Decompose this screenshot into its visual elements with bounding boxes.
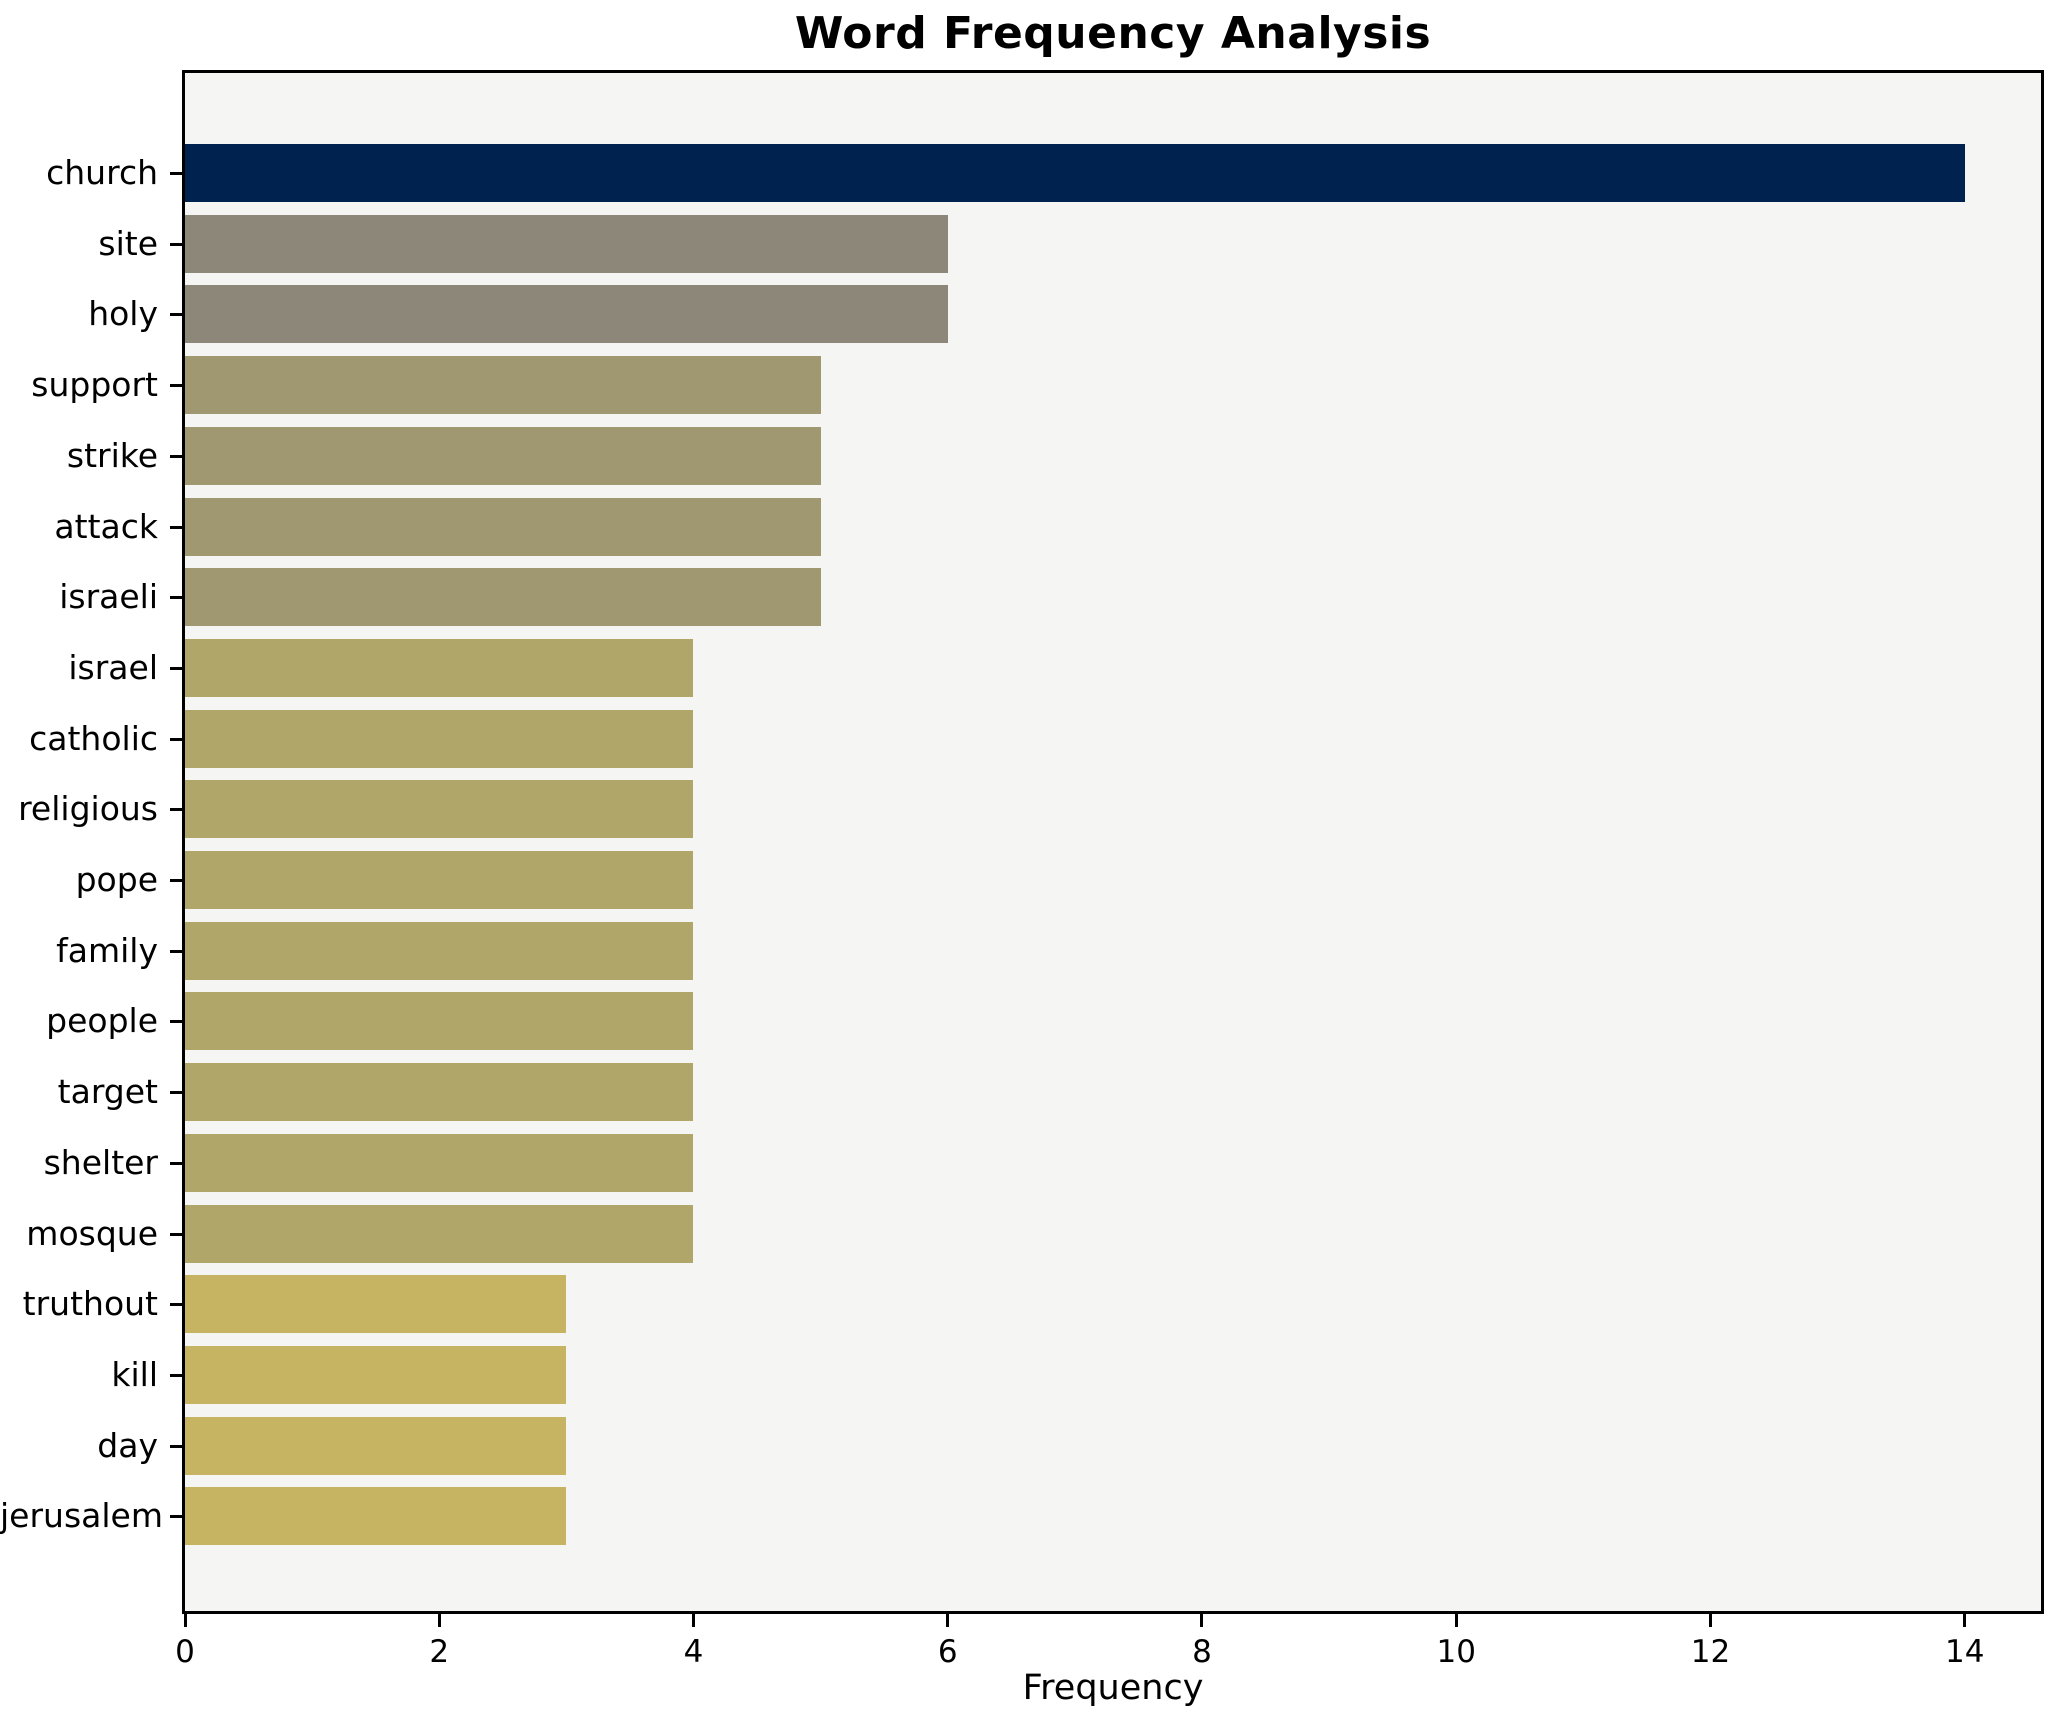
y-axis-tick xyxy=(170,1303,182,1307)
bar-family xyxy=(185,921,694,980)
bar-holy xyxy=(185,285,948,344)
y-axis-tick xyxy=(170,242,182,246)
y-tick-label-shelter: shelter xyxy=(43,1142,158,1182)
x-axis-tick xyxy=(946,1614,950,1627)
y-axis-tick xyxy=(170,879,182,882)
y-tick-label-israeli: israeli xyxy=(59,577,158,617)
bar-religious xyxy=(185,780,694,839)
x-tick-label-0: 0 xyxy=(175,1634,195,1670)
x-axis-tick xyxy=(691,1614,695,1627)
bar-people xyxy=(185,992,694,1051)
y-axis-tick xyxy=(170,313,182,317)
x-axis-label: Frequency xyxy=(1022,1668,1204,1708)
y-axis-tick xyxy=(170,1091,182,1095)
y-tick-label-attack: attack xyxy=(54,506,158,546)
bar-israel xyxy=(185,638,694,697)
bar-day xyxy=(185,1416,567,1475)
y-axis-tick xyxy=(170,384,182,388)
y-tick-label-strike: strike xyxy=(66,435,158,475)
x-tick-label-12: 12 xyxy=(1690,1634,1731,1670)
y-tick-label-catholic: catholic xyxy=(29,718,158,758)
x-axis-tick xyxy=(1454,1614,1458,1627)
bar-support xyxy=(185,356,821,415)
y-axis-tick xyxy=(170,1515,182,1519)
bar-strike xyxy=(185,426,821,485)
x-tick-label-4: 4 xyxy=(683,1634,704,1670)
x-axis-tick xyxy=(1708,1614,1712,1627)
y-axis-tick xyxy=(170,525,182,529)
x-axis-tick xyxy=(183,1614,187,1627)
y-axis-tick xyxy=(170,454,182,458)
x-axis-tick xyxy=(437,1614,441,1627)
y-tick-label-religious: religious xyxy=(18,789,158,829)
x-axis-tick xyxy=(1963,1614,1967,1627)
y-axis-tick xyxy=(170,1373,182,1377)
bar-israeli xyxy=(185,568,821,627)
bar-kill xyxy=(185,1345,567,1404)
bar-site xyxy=(185,214,948,273)
x-tick-label-10: 10 xyxy=(1436,1634,1476,1670)
y-tick-label-truthout: truthout xyxy=(22,1284,158,1324)
y-tick-label-kill: kill xyxy=(111,1354,158,1394)
y-axis-tick xyxy=(170,666,182,670)
x-tick-label-2: 2 xyxy=(429,1634,450,1670)
bar-mosque xyxy=(185,1204,694,1263)
y-axis-tick xyxy=(170,808,182,812)
x-tick-label-6: 6 xyxy=(937,1634,958,1670)
y-tick-label-mosque: mosque xyxy=(26,1213,158,1253)
y-axis-tick xyxy=(170,1232,182,1236)
bar-attack xyxy=(185,497,821,556)
y-tick-label-target: target xyxy=(57,1072,158,1112)
y-tick-label-family: family xyxy=(56,930,158,970)
y-tick-label-holy: holy xyxy=(88,294,158,334)
plot-area xyxy=(182,70,2044,1614)
bar-catholic xyxy=(185,709,694,768)
bar-church xyxy=(185,144,1965,202)
chart-title: Word Frequency Analysis xyxy=(794,8,1432,59)
y-axis-tick xyxy=(170,1020,182,1024)
y-tick-label-site: site xyxy=(98,223,158,263)
bar-shelter xyxy=(185,1133,694,1192)
y-axis-tick xyxy=(170,949,182,953)
y-axis-tick xyxy=(170,1161,182,1165)
y-tick-label-people: people xyxy=(46,1001,158,1041)
y-tick-label-israel: israel xyxy=(68,647,158,687)
y-tick-label-jerusalem: jerusalem xyxy=(0,1496,163,1536)
bar-pope xyxy=(185,851,694,909)
y-axis-tick xyxy=(170,172,182,175)
y-axis-tick xyxy=(170,737,182,741)
bar-target xyxy=(185,1063,694,1122)
y-tick-label-pope: pope xyxy=(75,860,158,899)
x-tick-label-8: 8 xyxy=(1192,1634,1212,1670)
y-tick-label-church: church xyxy=(46,153,158,192)
x-axis-tick xyxy=(1200,1614,1204,1627)
x-tick-label-14: 14 xyxy=(1944,1634,1985,1670)
y-axis-tick xyxy=(170,1444,182,1448)
y-axis-tick xyxy=(170,596,182,600)
y-tick-label-day: day xyxy=(97,1425,158,1465)
bar-jerusalem xyxy=(185,1487,567,1546)
y-tick-label-support: support xyxy=(31,365,158,405)
bar-truthout xyxy=(185,1275,567,1334)
